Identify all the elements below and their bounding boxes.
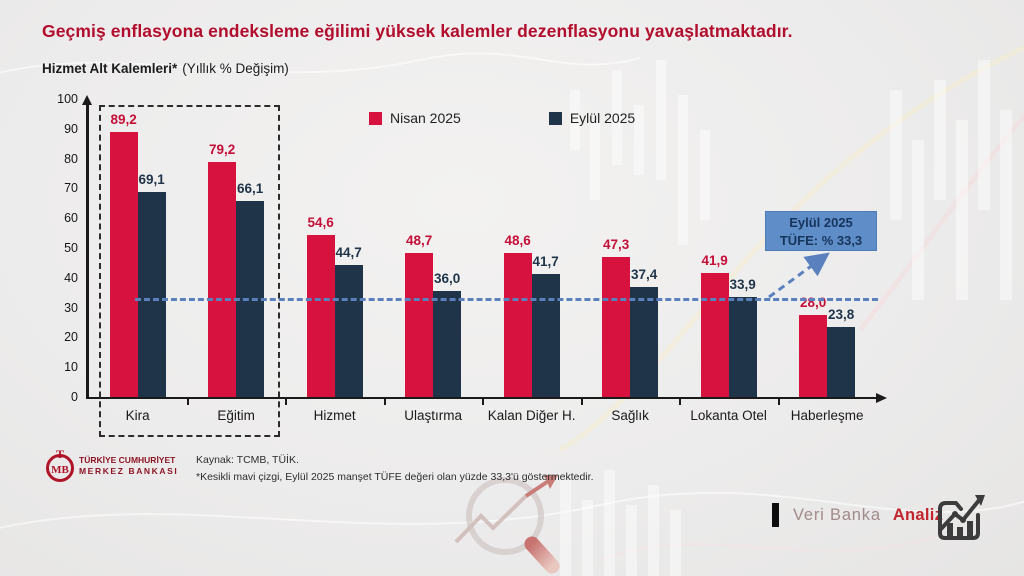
y-tick-label: 90 <box>64 121 78 136</box>
y-tick-label: 40 <box>64 270 78 285</box>
chart-subtitle: Hizmet Alt Kalemleri* (Yıllık % Değişim) <box>42 61 289 76</box>
legend-label-eylul: Eylül 2025 <box>569 110 636 126</box>
tufe-annotation-line1: Eylül 2025 <box>789 215 853 230</box>
chart-legend: Nisan 2025 Eylül 2025 <box>369 110 635 126</box>
bar-nisan-2025-3 <box>405 252 434 398</box>
value-label: 44,7 <box>335 244 362 260</box>
y-tick-label: 30 <box>64 300 78 315</box>
x-axis-tick <box>580 398 583 405</box>
highlight-dashed-box <box>99 105 280 437</box>
x-axis-tick <box>285 398 288 405</box>
category-label: Eğitim <box>217 408 255 423</box>
folder-chart-icon <box>938 495 985 540</box>
tcmb-name-line2: MERKEZ BANKASI <box>79 466 179 476</box>
svg-text:T: T <box>56 449 64 461</box>
value-label: 37,4 <box>630 266 658 282</box>
y-tick-label: 50 <box>64 241 78 255</box>
tufe-annotation-line2: TÜFE: % 33,3 <box>779 233 863 248</box>
bar-eylül-2025-0 <box>137 192 166 398</box>
subtitle-bold: Hizmet Alt Kalemleri* <box>42 61 178 76</box>
source-text: Kaynak: TCMB, TÜİK. <box>196 454 299 466</box>
value-label: 89,2 <box>110 112 137 128</box>
bar-nisan-2025-6 <box>700 273 729 398</box>
value-label: 54,6 <box>307 215 334 231</box>
tcmb-name-line1: TÜRKİYE CUMHURİYET <box>79 455 176 465</box>
bar-eylül-2025-7 <box>827 327 856 398</box>
bar-eylül-2025-2 <box>334 264 363 398</box>
y-tick-label: 10 <box>64 360 78 375</box>
x-axis-arrow-icon <box>876 392 887 403</box>
y-tick-label: 20 <box>64 330 78 345</box>
tufe-annotation-box: Eylül 2025 TÜFE: % 33,3 <box>765 211 877 251</box>
page-title: Geçmiş enflasyona endeksleme eğilimi yük… <box>42 21 793 41</box>
y-axis <box>86 104 89 398</box>
value-label: 47,3 <box>602 237 630 253</box>
category-label: Hizmet <box>313 408 356 423</box>
category-label: Ulaştırma <box>404 408 462 423</box>
x-axis-tick <box>679 398 682 405</box>
x-axis <box>86 396 878 399</box>
bar-eylül-2025-5 <box>630 286 659 398</box>
value-label: 69,1 <box>138 172 165 188</box>
footnote-text: *Kesikli mavi çizgi, Eylül 2025 manşet T… <box>196 471 594 483</box>
value-label: 48,6 <box>504 233 531 249</box>
x-axis-tick <box>383 398 386 405</box>
bar-eylül-2025-6 <box>728 296 757 398</box>
branding-divider-bar <box>772 503 779 527</box>
bar-eylül-2025-3 <box>433 290 462 398</box>
value-label: 48,7 <box>405 232 433 248</box>
y-tick-label: 100 <box>57 92 78 106</box>
value-label: 41,7 <box>532 253 559 269</box>
legend-swatch-nisan-icon <box>369 111 382 125</box>
tcmb-logo-text: TÜRKİYE CUMHURİYET MERKEZ BANKASI <box>79 455 178 477</box>
y-tick-label: 0 <box>71 390 78 404</box>
value-label: 66,1 <box>236 181 264 197</box>
x-axis-tick <box>482 398 485 405</box>
branding-text-veri-banka: Veri Banka <box>793 505 881 524</box>
bar-nisan-2025-4 <box>503 253 532 398</box>
value-label: 41,9 <box>701 253 728 269</box>
bar-nisan-2025-1 <box>208 161 237 398</box>
bar-nisan-2025-5 <box>602 257 631 398</box>
value-label: 33,9 <box>729 276 756 292</box>
tcmb-logo-icon: T MB <box>46 449 74 482</box>
legend-label-nisan: Nisan 2025 <box>390 110 461 126</box>
legend-swatch-eylul-icon <box>548 111 562 125</box>
category-label: Kalan Diğer H. <box>487 408 576 423</box>
value-label: 79,2 <box>208 141 236 157</box>
svg-text:MB: MB <box>51 464 69 476</box>
bar-nisan-2025-7 <box>799 314 828 398</box>
y-tick-label: 60 <box>64 211 78 226</box>
subtitle-units: (Yıllık % Değişim) <box>182 61 289 76</box>
category-label: Sağlık <box>611 408 649 423</box>
magnifier-trend-icon <box>454 475 560 574</box>
category-label: Haberleşme <box>790 408 864 423</box>
value-label: 36,0 <box>433 270 461 286</box>
legend-item-nisan-2025: Nisan 2025 <box>369 110 461 126</box>
bar-nisan-2025-2 <box>306 235 335 398</box>
tufe-reference-line <box>135 297 878 301</box>
category-label: Kira <box>125 408 150 423</box>
value-label: 23,8 <box>827 307 855 323</box>
legend-item-eylul-2025: Eylül 2025 <box>548 110 636 126</box>
x-axis-tick <box>186 398 189 405</box>
y-axis-arrow-icon <box>82 95 92 105</box>
bar-eylül-2025-4 <box>531 273 560 398</box>
branding: Veri Banka Analiz <box>772 503 943 527</box>
y-tick-label: 70 <box>64 181 78 196</box>
x-axis-tick <box>777 398 780 405</box>
bar-nisan-2025-0 <box>109 132 138 398</box>
category-label: Lokanta Otel <box>690 408 767 423</box>
y-tick-label: 80 <box>64 151 78 166</box>
